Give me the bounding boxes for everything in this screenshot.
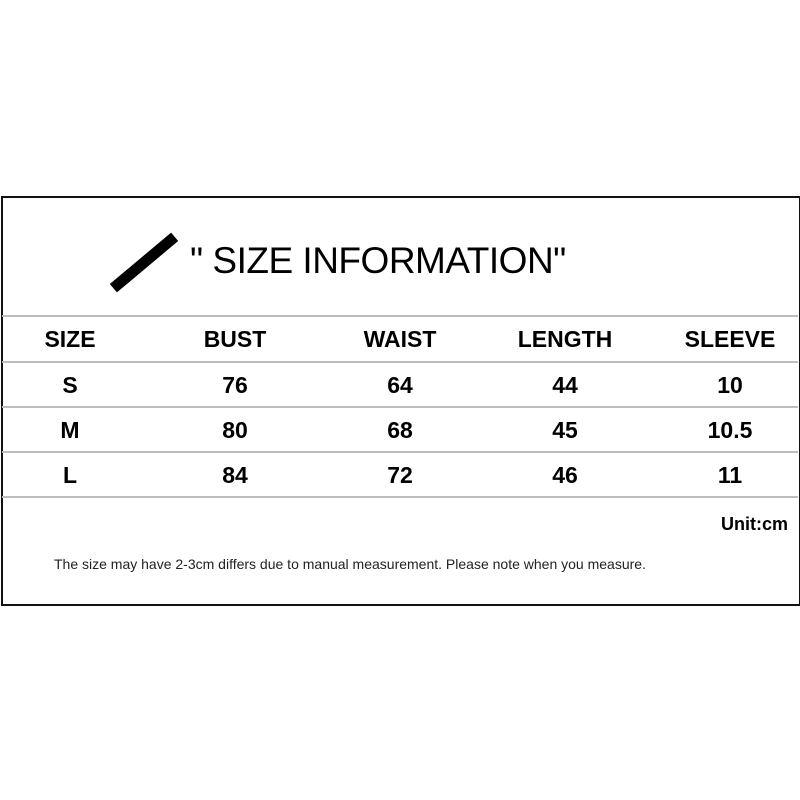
table-cell: 44 — [552, 372, 578, 398]
column-header: LENGTH — [517, 326, 613, 352]
table-row: M 80 68 45 10.5 — [0, 408, 800, 452]
divider — [2, 451, 798, 453]
table-cell: 46 — [552, 462, 578, 488]
chart-title: " SIZE INFORMATION" — [190, 240, 566, 281]
column-header: BUST — [203, 326, 267, 352]
table-cell: 10 — [717, 372, 743, 398]
table-cell: 68 — [387, 417, 413, 443]
column-header: WAIST — [363, 326, 437, 352]
table-row: L 84 72 46 11 — [0, 453, 800, 497]
table-cell: S — [62, 372, 78, 398]
table-header-row: SIZE BUST WAIST LENGTH SLEEVE — [0, 317, 800, 361]
unit-label: Unit:cm — [721, 514, 788, 534]
table-cell: 45 — [552, 417, 578, 443]
divider — [2, 361, 798, 363]
divider — [2, 315, 798, 317]
table-cell: 64 — [387, 372, 413, 398]
column-header: SIZE — [44, 326, 96, 352]
divider — [2, 406, 798, 408]
column-header: SLEEVE — [684, 326, 776, 352]
measurement-note: The size may have 2-3cm differs due to m… — [54, 556, 646, 572]
divider — [2, 496, 798, 498]
table-cell: M — [60, 417, 80, 443]
table-cell: 76 — [222, 372, 248, 398]
table-cell: 72 — [387, 462, 413, 488]
table-cell: 10.5 — [707, 417, 753, 443]
table-cell: L — [62, 462, 78, 488]
table-row: S 76 64 44 10 — [0, 363, 800, 407]
table-cell: 80 — [222, 417, 248, 443]
table-cell: 84 — [222, 462, 248, 488]
table-cell: 11 — [717, 462, 743, 488]
